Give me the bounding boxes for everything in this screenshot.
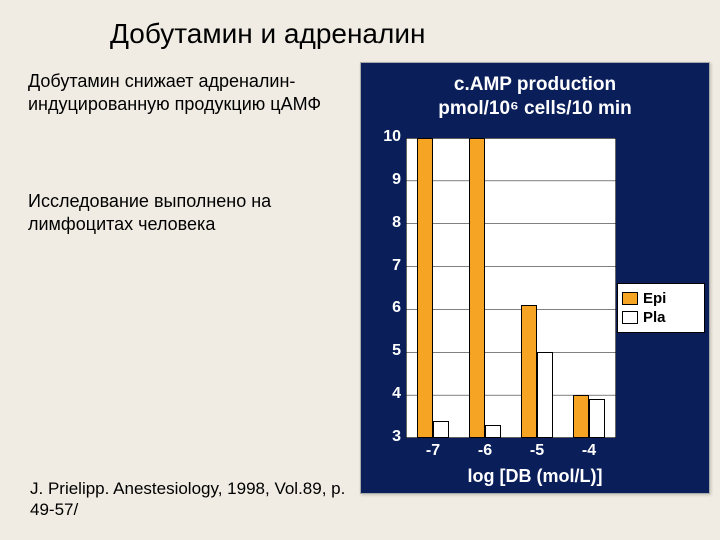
legend-row-pla: Pla	[622, 309, 700, 326]
ytick-label: 6	[361, 299, 401, 317]
bar-epi	[469, 138, 485, 438]
legend-label-pla: Pla	[643, 309, 666, 326]
citation: J. Prielipp. Anestesiology, 1998, Vol.89…	[30, 478, 360, 521]
ytick-label: 8	[361, 214, 401, 232]
legend-label-epi: Epi	[643, 290, 666, 307]
paragraph-1: Добутамин снижает адреналин-индуцированн…	[28, 70, 338, 115]
ytick-label: 9	[361, 171, 401, 189]
chart-title-line2: pmol/10⁶ cells/10 min	[438, 98, 632, 119]
chart-title: c.AMP production pmol/10⁶ cells/10 min	[361, 73, 709, 121]
legend-swatch-epi	[622, 292, 638, 305]
bar-pla	[433, 421, 449, 438]
page-title: Добутамин и адреналин	[110, 18, 425, 50]
legend-swatch-pla	[622, 311, 638, 324]
chart-panel: c.AMP production pmol/10⁶ cells/10 min 3…	[360, 62, 710, 494]
bar-pla	[537, 352, 553, 438]
legend-row-epi: Epi	[622, 290, 700, 307]
xtick-label: -5	[522, 442, 552, 460]
bar-pla	[589, 399, 605, 438]
ytick-label: 7	[361, 257, 401, 275]
chart-xlabel: log [DB (mol/L)]	[361, 466, 709, 487]
xtick-label: -6	[470, 442, 500, 460]
ytick-label: 3	[361, 428, 401, 446]
chart-plot-area	[406, 138, 616, 438]
chart-legend: Epi Pla	[617, 283, 705, 333]
ytick-label: 5	[361, 342, 401, 360]
chart-title-line1: c.AMP production	[454, 74, 616, 95]
ytick-label: 4	[361, 385, 401, 403]
paragraph-2: Исследование выполнено на лимфоцитах чел…	[28, 190, 338, 235]
bar-pla	[485, 425, 501, 438]
ytick-label: 10	[361, 128, 401, 146]
bar-epi	[417, 138, 433, 438]
bar-epi	[521, 305, 537, 438]
chart-grid-svg	[406, 138, 616, 438]
xtick-label: -4	[574, 442, 604, 460]
xtick-label: -7	[418, 442, 448, 460]
bar-epi	[573, 395, 589, 438]
